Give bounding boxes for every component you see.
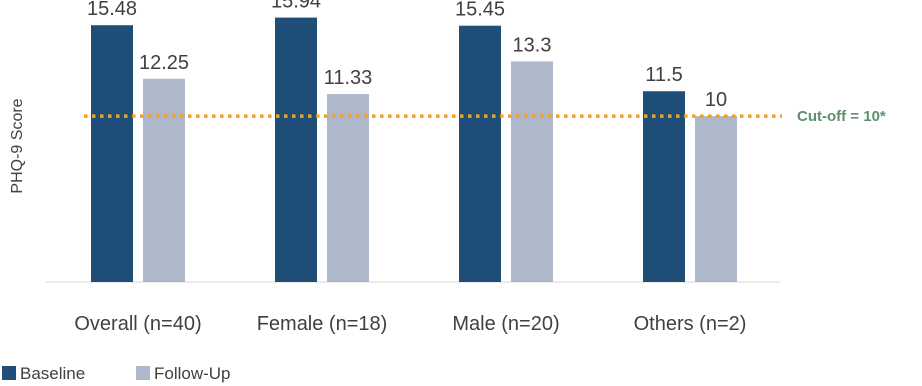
legend-swatch-followup <box>136 366 150 380</box>
bar-follow-up-others <box>695 116 737 282</box>
bar-follow-up-female <box>327 94 369 282</box>
bars-group <box>91 17 737 283</box>
data-label-follow-up-others: 10 <box>705 89 727 111</box>
legend-label-followup: Follow-Up <box>154 364 231 383</box>
data-label-baseline-overall: 15.48 <box>87 0 137 20</box>
data-label-baseline-male: 15.45 <box>455 0 505 21</box>
bar-follow-up-male <box>511 61 553 283</box>
bar-baseline-female <box>275 17 317 283</box>
bar-follow-up-overall <box>143 78 185 282</box>
data-label-baseline-female: 15.94 <box>271 0 321 13</box>
bar-baseline-male <box>459 25 501 283</box>
category-label-overall: Overall (n=40) <box>74 313 201 335</box>
legend-label-baseline: Baseline <box>20 364 85 383</box>
data-label-follow-up-female: 11.33 <box>324 67 373 89</box>
data-label-baseline-others: 11.5 <box>645 64 682 86</box>
y-axis-label: PHQ-9 Score <box>9 98 26 193</box>
cutoff-label: Cut-off = 10* <box>797 108 886 125</box>
category-label-female: Female (n=18) <box>257 313 388 335</box>
bar-baseline-overall <box>91 25 133 283</box>
category-label-others: Others (n=2) <box>634 313 747 335</box>
legend-swatch-baseline <box>2 366 16 380</box>
data-label-follow-up-overall: 12.25 <box>139 52 189 74</box>
cutoff-group: Cut-off = 10* <box>84 108 886 125</box>
legend: Baseline Follow-Up <box>2 364 231 383</box>
data-label-follow-up-male: 13.3 <box>513 34 552 56</box>
category-label-male: Male (n=20) <box>452 313 559 335</box>
bar-baseline-others <box>643 91 685 282</box>
labels-group: 15.48 12.25 Overall (n=40) 15.94 11.33 Female… <box>74 0 746 335</box>
